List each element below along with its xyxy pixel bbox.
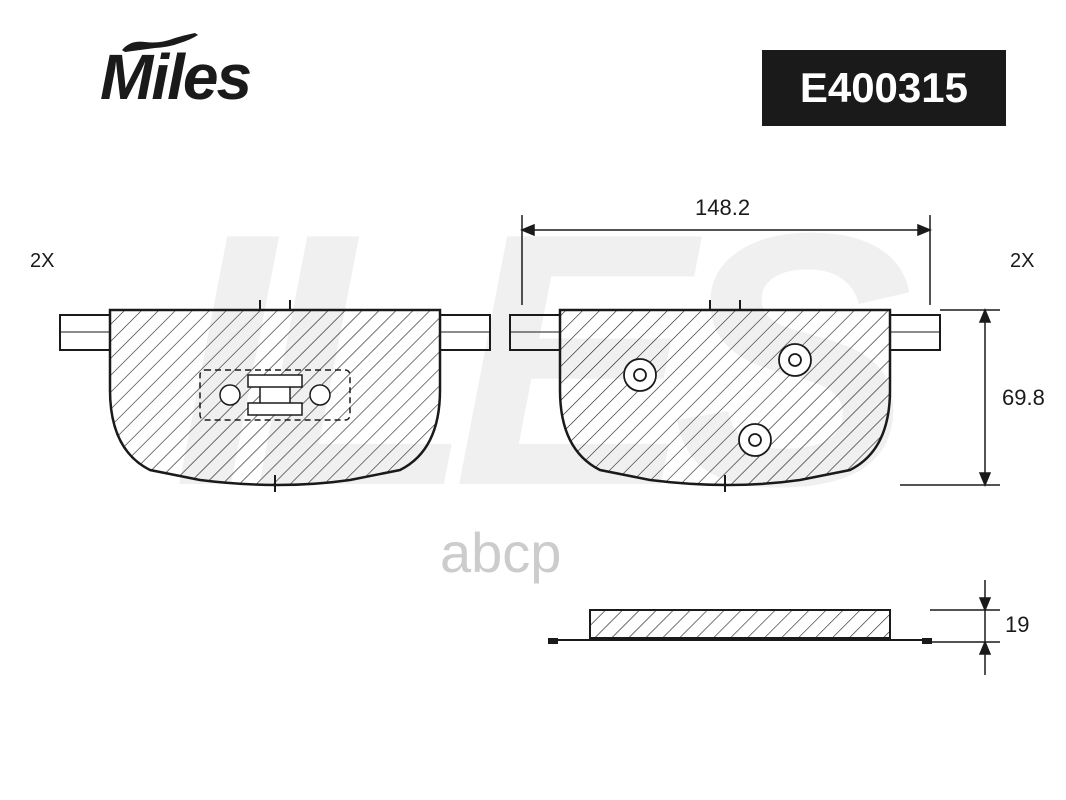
brake-pad-left [60, 300, 490, 500]
brand-logo: Miles [100, 40, 250, 114]
page-container: ILES Miles E400315 [0, 0, 1066, 800]
brake-pad-right [510, 300, 940, 500]
quantity-right-label: 2X [1010, 250, 1034, 273]
brake-pad-side-view [548, 610, 932, 644]
dimension-height-value: 69.8 [1002, 385, 1045, 411]
abcp-watermark: abcp [440, 520, 561, 585]
part-code-badge: E400315 [762, 50, 1006, 126]
dimension-height [900, 310, 1000, 485]
dimension-width-value: 148.2 [695, 195, 750, 221]
brand-name: Miles [100, 41, 250, 113]
dimension-thickness [930, 580, 1000, 675]
quantity-left-label: 2X [30, 250, 54, 273]
dimension-thickness-value: 19 [1005, 612, 1029, 638]
dimension-width [522, 215, 930, 305]
part-code-value: E400315 [800, 64, 968, 111]
technical-diagram: 2X 2X 148.2 69.8 19 [0, 180, 1066, 800]
